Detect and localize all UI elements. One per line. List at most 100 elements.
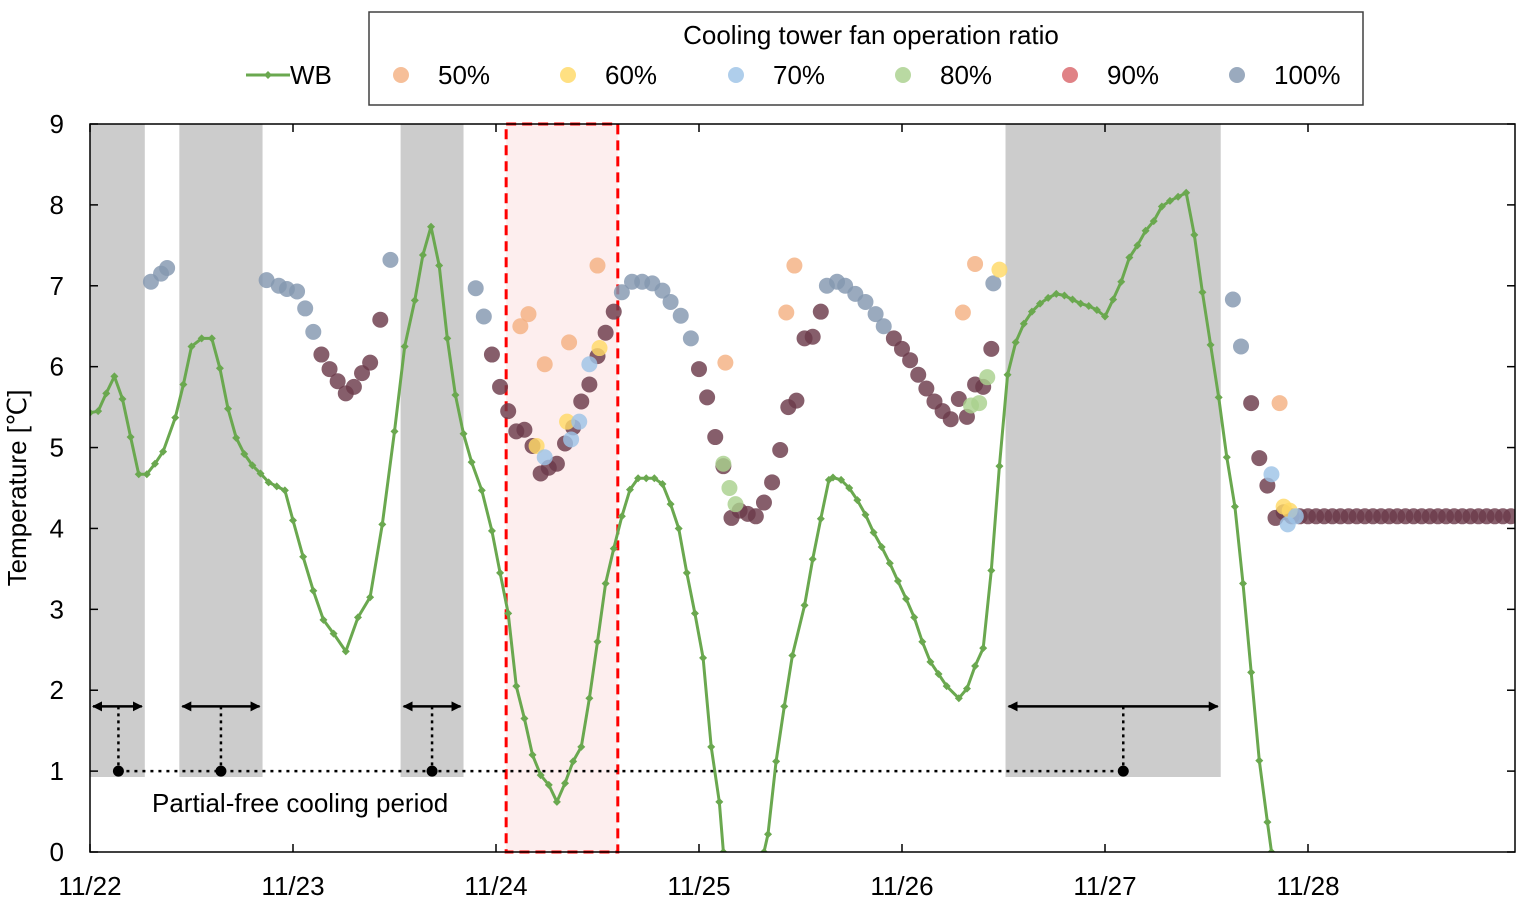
dot-90pct bbox=[362, 354, 379, 371]
dot-60pct bbox=[591, 340, 608, 357]
shaded-periods bbox=[90, 124, 1221, 777]
dot-50pct bbox=[561, 334, 578, 351]
wb-point bbox=[828, 473, 837, 482]
wb-point bbox=[674, 524, 683, 533]
wb-point bbox=[329, 629, 338, 638]
wb-point bbox=[520, 714, 529, 723]
wb-point bbox=[378, 520, 387, 529]
dot-90pct bbox=[321, 361, 338, 378]
wb-point bbox=[94, 407, 103, 416]
shaded-period bbox=[90, 124, 145, 777]
axes: 0 1 2 3 4 5 6 7 8 9 11/22 11/23 11/24 11/25 11/26 11/27… bbox=[50, 109, 1515, 901]
wb-point bbox=[1206, 340, 1215, 349]
dot-90pct bbox=[894, 340, 910, 357]
dot-50pct bbox=[520, 306, 537, 323]
dot-90pct bbox=[942, 411, 959, 428]
wb-point bbox=[232, 433, 241, 442]
legend-swatch-70pct bbox=[728, 67, 744, 83]
dot-100pct bbox=[654, 282, 671, 299]
dot-60pct bbox=[559, 413, 576, 430]
dot-90pct bbox=[1243, 395, 1260, 412]
wb-point bbox=[142, 470, 151, 479]
wb-point bbox=[1027, 307, 1036, 316]
dot-90pct bbox=[902, 352, 919, 369]
dot-50pct bbox=[1271, 395, 1288, 412]
wb-point bbox=[427, 222, 436, 231]
dot-80pct bbox=[715, 455, 732, 472]
wb-point bbox=[1149, 217, 1158, 226]
wb-point bbox=[699, 653, 708, 662]
dot-90pct bbox=[573, 393, 590, 410]
dot-70pct bbox=[1287, 508, 1304, 525]
shaded-period bbox=[1005, 124, 1221, 777]
dot-90pct bbox=[918, 380, 935, 397]
wb-point bbox=[707, 742, 716, 751]
wb-point bbox=[179, 380, 188, 389]
wb-point bbox=[1133, 241, 1142, 250]
dot-100pct bbox=[289, 283, 306, 300]
wb-point bbox=[1214, 393, 1223, 402]
wb-point bbox=[536, 771, 545, 780]
wb-point bbox=[962, 684, 971, 693]
wb-point bbox=[280, 486, 289, 495]
dot-90pct bbox=[313, 346, 330, 363]
wb-point bbox=[617, 512, 626, 521]
dot-90pct bbox=[329, 373, 346, 390]
wb-point bbox=[918, 637, 927, 646]
dot-100pct bbox=[475, 308, 492, 325]
wb-point bbox=[1165, 196, 1174, 205]
wb-line-segment bbox=[762, 191, 1273, 852]
dot-70pct bbox=[581, 356, 598, 373]
wb-point bbox=[759, 848, 768, 852]
legend-label-100pct: 100% bbox=[1274, 60, 1341, 90]
wb-point bbox=[593, 637, 602, 646]
legend-fan-ratio-items: 50% 60% 70% 80% 90% 100% bbox=[393, 60, 1341, 90]
y-tick-label: 4 bbox=[50, 513, 64, 543]
shaded-period bbox=[179, 124, 263, 777]
wb-point bbox=[1011, 338, 1020, 347]
wb-point bbox=[690, 609, 699, 618]
wb-point bbox=[719, 848, 728, 852]
dot-50pct bbox=[954, 304, 971, 321]
wb-point bbox=[971, 661, 980, 670]
wb-point bbox=[512, 682, 521, 691]
wb-point bbox=[400, 342, 409, 351]
dot-100pct bbox=[382, 251, 399, 268]
wb-point bbox=[477, 486, 486, 495]
wb-point bbox=[837, 475, 846, 484]
dot-90pct bbox=[812, 303, 829, 320]
dot-90pct bbox=[372, 311, 389, 328]
legend-label-80pct: 80% bbox=[940, 60, 992, 90]
wb-point bbox=[569, 757, 578, 766]
dot-90pct bbox=[755, 494, 772, 511]
y-tick-label: 8 bbox=[50, 190, 64, 220]
dot-70pct bbox=[1263, 466, 1280, 483]
y-tick-label: 2 bbox=[50, 675, 64, 705]
wb-point bbox=[215, 364, 224, 373]
wb-point bbox=[772, 757, 781, 766]
legend-swatch-100pct bbox=[1229, 67, 1245, 83]
wb-point bbox=[764, 830, 773, 839]
wb-point bbox=[869, 528, 878, 537]
wb-point bbox=[853, 496, 862, 505]
wb-point bbox=[443, 334, 452, 343]
dot-50pct bbox=[536, 356, 553, 373]
wb-point bbox=[902, 594, 911, 603]
wb-point bbox=[353, 613, 362, 622]
wb-point bbox=[1060, 291, 1069, 300]
wb-point bbox=[390, 427, 399, 436]
wb-point bbox=[264, 478, 273, 487]
y-tick-label: 0 bbox=[50, 837, 64, 867]
wb-point bbox=[248, 461, 257, 470]
wb-point bbox=[788, 651, 797, 660]
wb-point bbox=[496, 568, 505, 577]
wb-point bbox=[650, 474, 659, 483]
wb-point bbox=[1044, 293, 1053, 302]
dot-100pct bbox=[875, 318, 892, 335]
dot-100pct bbox=[682, 330, 699, 347]
wb-point bbox=[289, 516, 297, 525]
dot-100pct bbox=[857, 293, 874, 310]
y-tick-label: 3 bbox=[50, 594, 64, 624]
fan-ratio-scatter bbox=[142, 251, 1515, 533]
